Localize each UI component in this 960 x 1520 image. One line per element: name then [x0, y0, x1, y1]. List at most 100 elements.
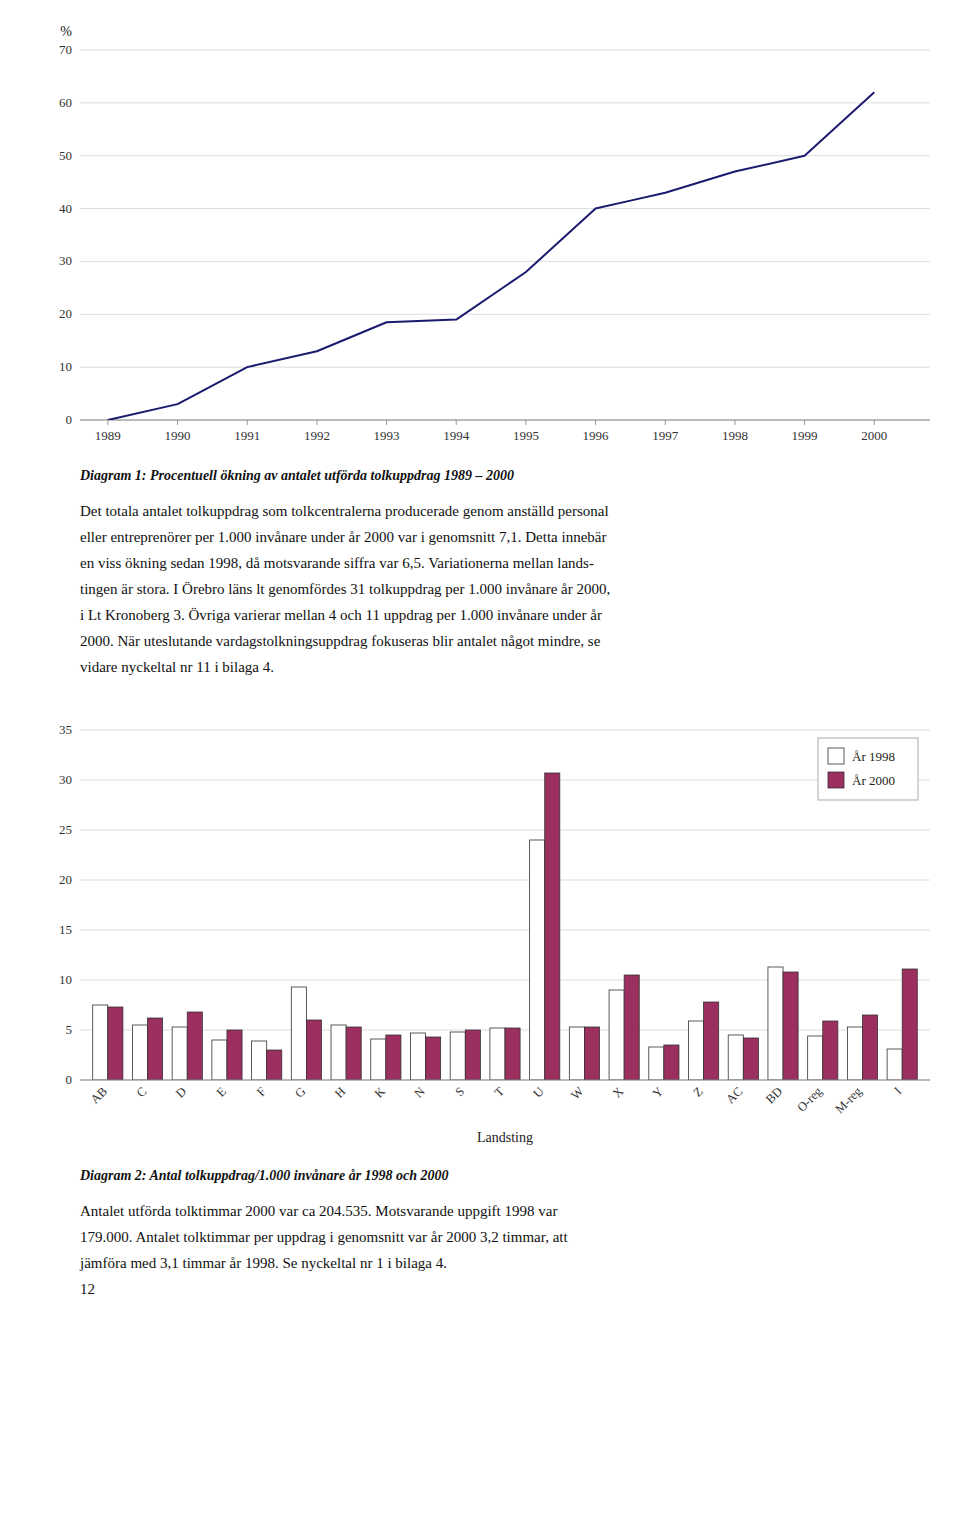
- grid-line: [80, 1080, 930, 1081]
- body-text: jämföra med 3,1 timmar år 1998. Se nycke…: [79, 1255, 447, 1271]
- marks: [93, 773, 918, 1080]
- x-tick-label: 1997: [652, 428, 679, 443]
- data-line: [108, 92, 874, 420]
- bar: [530, 840, 545, 1080]
- y-tick-label: 10: [59, 972, 72, 987]
- x-tick-label: E: [214, 1084, 230, 1100]
- body-text: tingen är stora. I Örebro läns lt genomf…: [80, 581, 610, 597]
- bar: [902, 969, 917, 1080]
- grid-line: [80, 50, 930, 51]
- bar: [227, 1030, 242, 1080]
- y-tick-label: 30: [59, 253, 72, 268]
- body-text: Det totala antalet tolkuppdrag som tolkc…: [80, 503, 609, 519]
- bar: [172, 1027, 187, 1080]
- bar: [187, 1012, 202, 1080]
- x-tick-label: O-reg: [794, 1084, 825, 1115]
- bar: [728, 1035, 743, 1080]
- y-tick-label: 40: [59, 201, 72, 216]
- grid-line: [80, 261, 930, 262]
- x-tick: [804, 420, 805, 425]
- bar: [704, 1002, 719, 1080]
- bar: [331, 1025, 346, 1080]
- grid-line: [80, 930, 930, 931]
- x-tick-label: Z: [690, 1084, 705, 1099]
- x-tick-label: X: [610, 1084, 626, 1100]
- bar: [847, 1027, 862, 1080]
- y-tick-label: 60: [59, 95, 72, 110]
- x-tick-label: S: [453, 1084, 468, 1099]
- page: 010203040506070%198919901991199219931994…: [0, 0, 960, 1520]
- y-axis-label: %: [60, 24, 72, 39]
- x-tick: [247, 420, 248, 425]
- bar: [505, 1028, 520, 1080]
- body-text: Antalet utförda tolktimmar 2000 var ca 2…: [80, 1203, 557, 1219]
- legend: År 1998 År 2000: [818, 738, 918, 800]
- x-tick: [665, 420, 666, 425]
- chart-caption: Diagram 2: Antal tolkuppdrag/1.000 invån…: [79, 1168, 449, 1183]
- x-tick-label: U: [531, 1084, 547, 1100]
- bar: [148, 1018, 163, 1080]
- bar: [450, 1032, 465, 1080]
- background: [0, 0, 960, 1520]
- y-tick-label: 30: [59, 772, 72, 787]
- x-tick-label: 1989: [95, 428, 121, 443]
- y-tick-label: 10: [59, 359, 72, 374]
- legend-label: År 1998: [852, 749, 895, 764]
- body-text: 2000. När uteslutande vardagstolkningsup…: [80, 633, 601, 649]
- bar: [108, 1007, 123, 1080]
- x-tick-label: 1992: [304, 428, 330, 443]
- x-tick-label: Y: [650, 1084, 666, 1100]
- y-tick-label: 50: [59, 148, 72, 163]
- x-tick: [316, 420, 317, 425]
- bar: [689, 1021, 704, 1080]
- x-tick-label: G: [292, 1084, 308, 1100]
- bar: [212, 1040, 227, 1080]
- y-tick-label: 25: [59, 822, 72, 837]
- bar: [291, 987, 306, 1080]
- marks: [108, 92, 874, 420]
- bar: [545, 773, 560, 1080]
- bar: [490, 1028, 505, 1080]
- grid-line: [80, 314, 930, 315]
- chart-caption: Diagram 1: Procentuell ökning av antalet…: [79, 468, 514, 483]
- grid-line: [80, 880, 930, 881]
- x-tick-label: 1993: [374, 428, 400, 443]
- body-text: eller entreprenörer per 1.000 invånare u…: [80, 529, 606, 545]
- x-tick: [386, 420, 387, 425]
- x-tick-label: 1999: [792, 428, 818, 443]
- bar: [410, 1033, 425, 1080]
- body-text: 179.000. Antalet tolktimmar per uppdrag …: [80, 1229, 568, 1245]
- y-tick-label: 20: [59, 872, 72, 887]
- bar: [823, 1021, 838, 1080]
- x-tick-label: F: [254, 1084, 269, 1099]
- bar: [132, 1025, 147, 1080]
- legend-swatch: [828, 748, 844, 764]
- legend-frame: [818, 738, 918, 800]
- grid-line: [80, 367, 930, 368]
- bar: [267, 1050, 282, 1080]
- x-tick: [874, 420, 875, 425]
- bar: [624, 975, 639, 1080]
- x-tick-label: K: [372, 1084, 388, 1100]
- y-tick-label: 15: [59, 922, 72, 937]
- y-tick-label: 0: [66, 412, 73, 427]
- grid-line: [80, 830, 930, 831]
- x-tick-label: W: [568, 1084, 586, 1102]
- x-tick-label: N: [411, 1084, 427, 1100]
- bar: [569, 1027, 584, 1080]
- bar: [808, 1036, 823, 1080]
- x-tick: [734, 420, 735, 425]
- bar: [862, 1015, 877, 1080]
- bar: [465, 1030, 480, 1080]
- bar: [306, 1020, 321, 1080]
- bar: [664, 1045, 679, 1080]
- body-text: en viss ökning sedan 1998, då motsvarand…: [80, 555, 594, 571]
- bar: [252, 1041, 267, 1080]
- bar: [768, 967, 783, 1080]
- bar: [426, 1037, 441, 1080]
- bar: [584, 1027, 599, 1080]
- y-tick-label: 20: [59, 306, 72, 321]
- y-tick-label: 0: [66, 1072, 73, 1087]
- body-text: 12: [80, 1281, 95, 1297]
- legend-label: År 2000: [852, 773, 895, 788]
